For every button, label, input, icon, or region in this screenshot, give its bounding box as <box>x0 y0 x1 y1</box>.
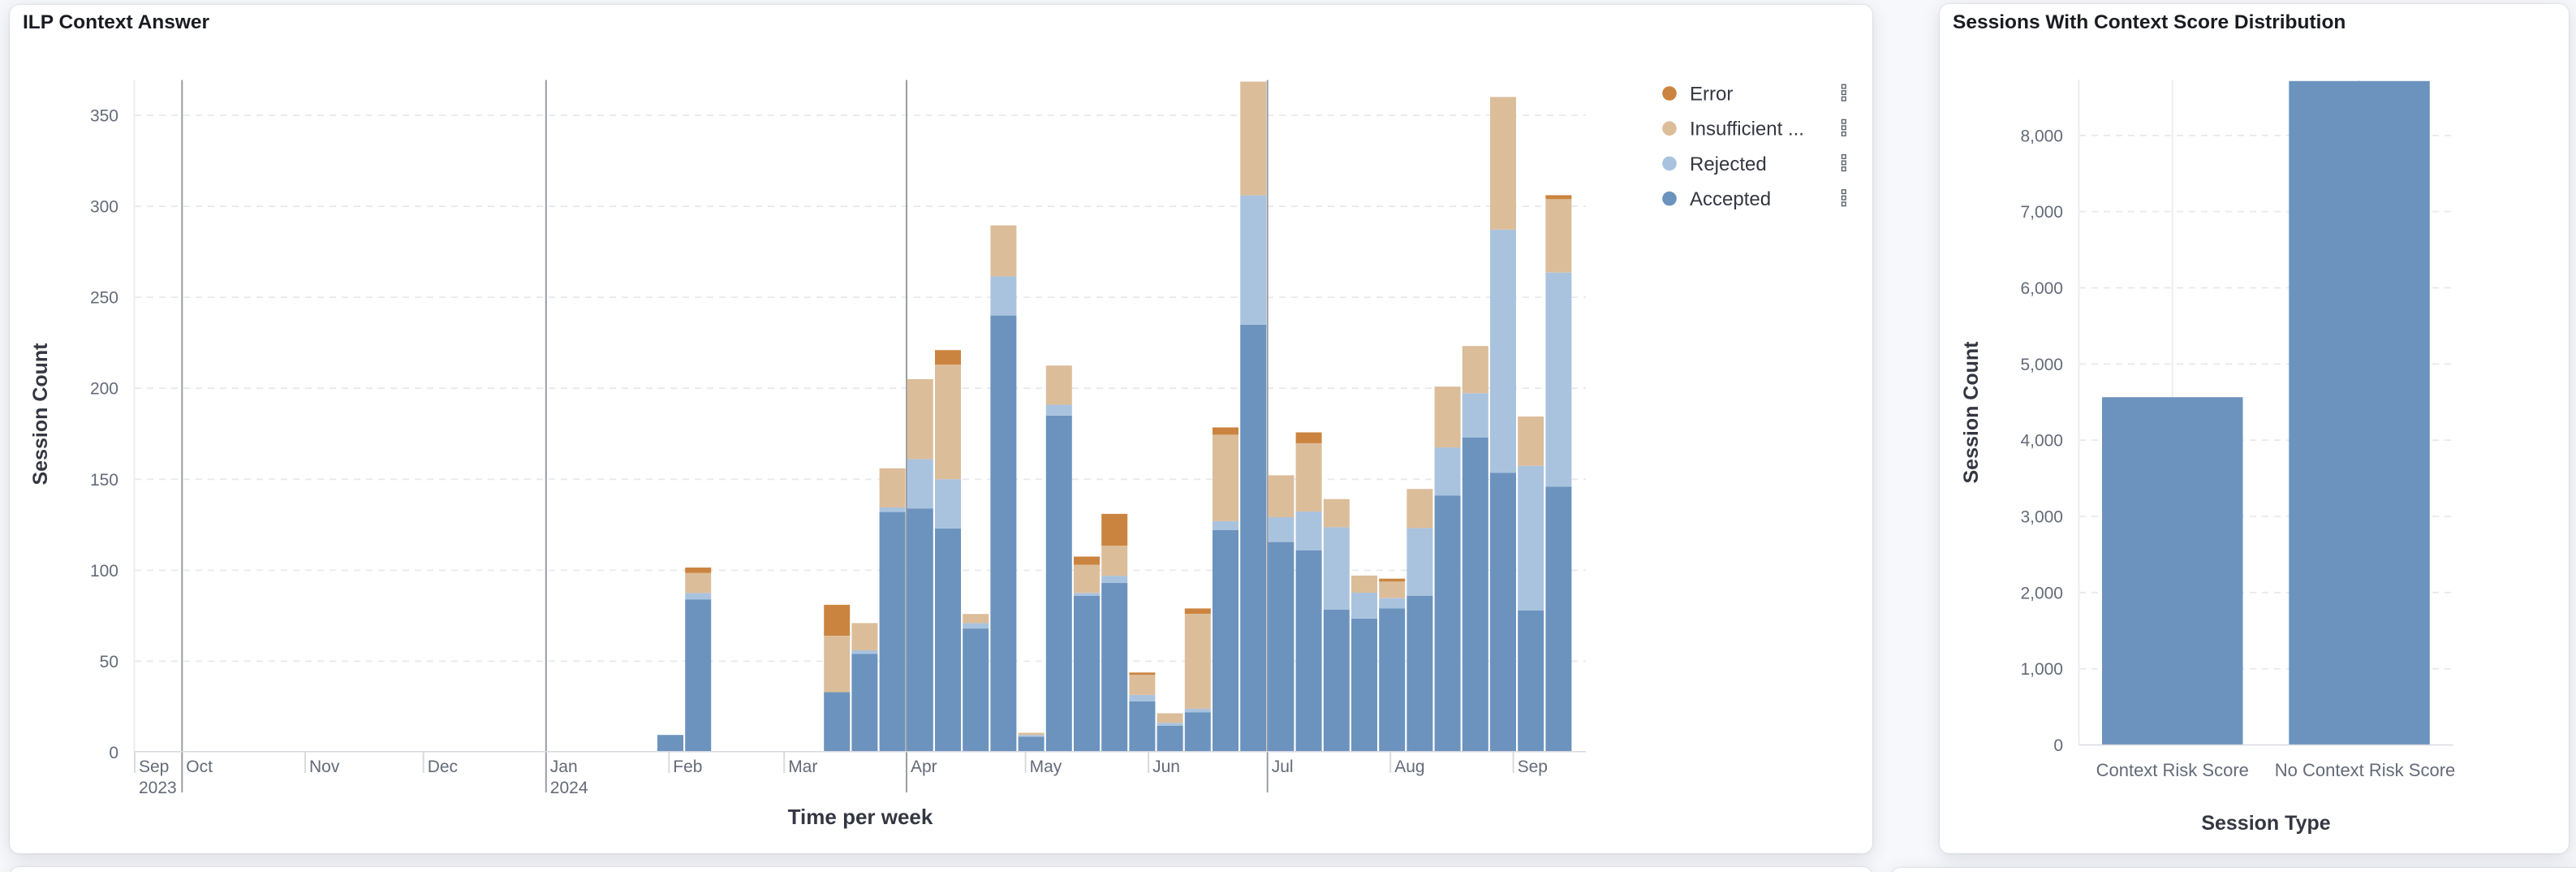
svg-text:Session Count: Session Count <box>1960 341 1983 484</box>
svg-text:Aug: Aug <box>1394 758 1424 776</box>
svg-text:May: May <box>1030 758 1062 776</box>
svg-text:Feb: Feb <box>673 758 702 776</box>
svg-text:8,000: 8,000 <box>2020 127 2063 145</box>
svg-text:6,000: 6,000 <box>2020 279 2063 298</box>
svg-text:Error: Error <box>1690 84 1733 106</box>
svg-text:Session Type: Session Type <box>2201 812 2330 835</box>
svg-text:Context Risk Score: Context Risk Score <box>2096 760 2249 780</box>
svg-text:Jan: Jan <box>550 758 578 776</box>
svg-text:0: 0 <box>109 744 118 762</box>
svg-text:5,000: 5,000 <box>2020 356 2063 374</box>
svg-text:Nov: Nov <box>309 758 340 776</box>
svg-text:Session Count: Session Count <box>29 343 52 486</box>
svg-text:Oct: Oct <box>186 758 213 776</box>
svg-text:2,000: 2,000 <box>2020 584 2063 602</box>
svg-text:200: 200 <box>90 380 118 399</box>
svg-text:1,000: 1,000 <box>2020 660 2063 679</box>
svg-text:300: 300 <box>90 198 118 217</box>
svg-text:7,000: 7,000 <box>2020 203 2063 222</box>
svg-text:Mar: Mar <box>788 758 817 776</box>
svg-text:Jul: Jul <box>1272 758 1294 776</box>
svg-text:2024: 2024 <box>550 779 588 797</box>
svg-text:100: 100 <box>90 562 118 581</box>
svg-text:Apr: Apr <box>911 758 937 776</box>
svg-text:0: 0 <box>2053 736 2063 755</box>
svg-text:Sep: Sep <box>1518 758 1548 776</box>
svg-text:Jun: Jun <box>1152 758 1180 776</box>
svg-text:Accepted: Accepted <box>1690 188 1771 210</box>
svg-text:Sep: Sep <box>139 758 169 776</box>
svg-text:50: 50 <box>100 653 118 671</box>
svg-text:No Context Risk Score: No Context Risk Score <box>2275 760 2456 780</box>
svg-text:2023: 2023 <box>139 779 177 797</box>
svg-text:350: 350 <box>90 107 118 126</box>
svg-text:Dec: Dec <box>428 758 458 776</box>
svg-text:Rejected: Rejected <box>1690 153 1767 175</box>
svg-text:4,000: 4,000 <box>2020 432 2063 451</box>
svg-text:3,000: 3,000 <box>2020 508 2063 527</box>
svg-text:Insufficient ...: Insufficient ... <box>1690 119 1804 140</box>
svg-text:250: 250 <box>90 289 118 308</box>
svg-text:Time per week: Time per week <box>788 805 933 829</box>
svg-text:150: 150 <box>90 471 118 490</box>
